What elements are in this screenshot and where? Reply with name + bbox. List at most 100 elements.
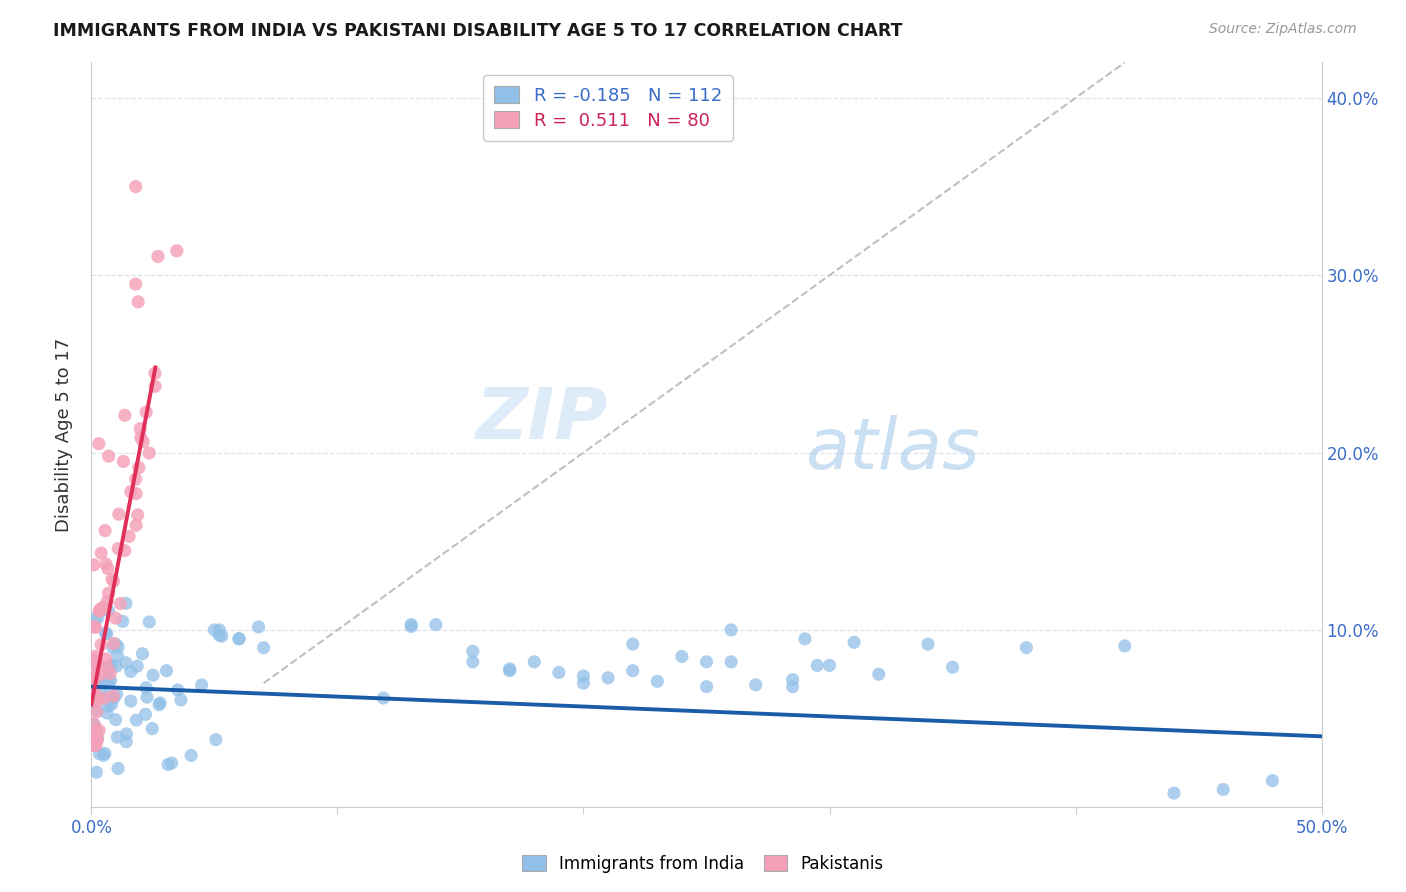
Point — [83, 738, 105, 752]
Point — [621, 664, 644, 678]
Point — [83, 656, 105, 670]
Point — [86, 657, 108, 671]
Point — [228, 632, 250, 646]
Point — [498, 662, 520, 676]
Point — [83, 717, 105, 731]
Point — [547, 665, 569, 680]
Point — [87, 690, 110, 705]
Point — [89, 747, 111, 761]
Point — [103, 690, 125, 705]
Text: ZIP: ZIP — [475, 385, 607, 454]
Point — [180, 748, 202, 763]
Point — [84, 668, 107, 682]
Point — [105, 659, 128, 673]
Point — [83, 654, 105, 668]
Point — [89, 604, 111, 618]
Point — [83, 666, 105, 681]
Point — [83, 717, 105, 731]
Point — [842, 635, 865, 649]
Point — [115, 596, 138, 610]
Point — [120, 484, 142, 499]
Point — [98, 661, 121, 675]
Point — [112, 454, 135, 468]
Point — [143, 379, 166, 393]
Point — [83, 673, 105, 688]
Point — [138, 615, 160, 629]
Point — [124, 179, 146, 194]
Point — [94, 626, 117, 640]
Point — [671, 649, 693, 664]
Point — [83, 738, 105, 752]
Point — [107, 762, 129, 776]
Point — [83, 667, 105, 681]
Point — [97, 561, 120, 575]
Point — [114, 543, 136, 558]
Point — [111, 615, 134, 629]
Point — [100, 673, 122, 688]
Point — [806, 658, 828, 673]
Point — [94, 747, 117, 761]
Point — [83, 683, 105, 698]
Point — [695, 680, 717, 694]
Point — [127, 659, 149, 673]
Point — [1212, 782, 1234, 797]
Point — [83, 738, 105, 752]
Point — [86, 692, 108, 706]
Point — [129, 431, 152, 445]
Point — [204, 732, 226, 747]
Point — [211, 629, 233, 643]
Point — [87, 675, 110, 690]
Point — [1015, 640, 1038, 655]
Point — [124, 472, 146, 486]
Point — [110, 597, 132, 611]
Point — [107, 541, 129, 556]
Point — [868, 667, 890, 681]
Point — [115, 727, 138, 741]
Point — [155, 664, 177, 678]
Point — [1163, 786, 1185, 800]
Point — [114, 409, 136, 423]
Point — [86, 765, 108, 780]
Point — [87, 611, 110, 625]
Point — [96, 626, 118, 640]
Point — [141, 722, 163, 736]
Point — [128, 460, 150, 475]
Point — [83, 687, 105, 701]
Point — [190, 678, 212, 692]
Text: IMMIGRANTS FROM INDIA VS PAKISTANI DISABILITY AGE 5 TO 17 CORRELATION CHART: IMMIGRANTS FROM INDIA VS PAKISTANI DISAB… — [53, 22, 903, 40]
Point — [399, 619, 422, 633]
Point — [83, 686, 105, 700]
Point — [621, 637, 644, 651]
Point — [94, 652, 117, 666]
Point — [645, 674, 669, 689]
Point — [89, 686, 111, 700]
Point — [98, 666, 121, 681]
Point — [83, 687, 105, 701]
Point — [100, 697, 122, 711]
Point — [107, 648, 129, 663]
Point — [720, 623, 742, 637]
Text: Source: ZipAtlas.com: Source: ZipAtlas.com — [1209, 22, 1357, 37]
Point — [202, 623, 225, 637]
Point — [461, 655, 484, 669]
Point — [1261, 773, 1284, 788]
Legend: Immigrants from India, Pakistanis: Immigrants from India, Pakistanis — [516, 848, 890, 880]
Point — [135, 681, 157, 695]
Point — [100, 658, 122, 673]
Point — [86, 731, 108, 746]
Point — [523, 655, 546, 669]
Point — [127, 508, 149, 522]
Point — [125, 518, 148, 533]
Point — [83, 738, 105, 752]
Point — [84, 738, 107, 752]
Point — [917, 637, 939, 651]
Point — [89, 603, 111, 617]
Point — [136, 690, 159, 705]
Point — [93, 748, 115, 763]
Point — [132, 434, 155, 449]
Point — [97, 586, 120, 600]
Point — [86, 733, 108, 747]
Point — [104, 637, 127, 651]
Point — [107, 640, 129, 654]
Point — [93, 676, 115, 690]
